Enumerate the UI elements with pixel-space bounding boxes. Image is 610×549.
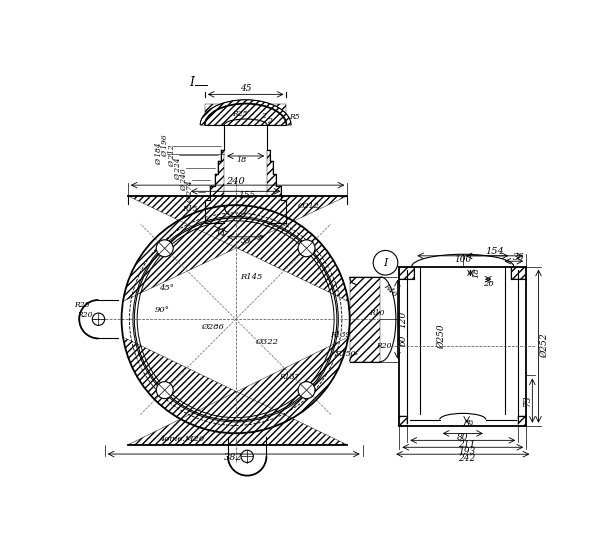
Text: 155: 155 bbox=[239, 191, 256, 200]
Text: 45°: 45° bbox=[159, 284, 174, 293]
Text: 193: 193 bbox=[458, 447, 475, 456]
Text: 120: 120 bbox=[398, 311, 407, 328]
Text: Ø 240: Ø 240 bbox=[180, 169, 188, 191]
Text: R139: R139 bbox=[330, 330, 350, 339]
Text: 100: 100 bbox=[454, 255, 472, 264]
Text: Ø 274: Ø 274 bbox=[186, 181, 194, 204]
Text: Ø286: Ø286 bbox=[201, 323, 224, 331]
Text: R137: R137 bbox=[279, 373, 300, 381]
Polygon shape bbox=[267, 150, 287, 223]
Text: I: I bbox=[383, 257, 388, 268]
Text: 18: 18 bbox=[237, 156, 247, 164]
Text: 4отв.M20: 4отв.M20 bbox=[159, 435, 204, 442]
Circle shape bbox=[92, 313, 105, 326]
Text: R40: R40 bbox=[381, 282, 398, 298]
Text: 45: 45 bbox=[240, 85, 251, 93]
Polygon shape bbox=[400, 417, 407, 425]
Polygon shape bbox=[518, 417, 526, 425]
Text: Ø 184: Ø 184 bbox=[156, 142, 163, 165]
Text: 20: 20 bbox=[483, 280, 493, 288]
Text: R5: R5 bbox=[289, 114, 300, 121]
Text: 60: 60 bbox=[398, 335, 407, 346]
Text: 154: 154 bbox=[485, 248, 504, 256]
Polygon shape bbox=[123, 337, 348, 445]
Text: R25: R25 bbox=[232, 110, 247, 117]
Text: I: I bbox=[189, 76, 194, 88]
Text: 90°: 90° bbox=[155, 306, 170, 314]
Text: R15: R15 bbox=[182, 205, 197, 213]
Circle shape bbox=[156, 240, 173, 257]
Polygon shape bbox=[205, 104, 287, 125]
Circle shape bbox=[298, 240, 315, 257]
Text: 211: 211 bbox=[458, 440, 475, 449]
Text: 8: 8 bbox=[468, 418, 476, 424]
Text: Ø 224: Ø 224 bbox=[174, 157, 182, 180]
Polygon shape bbox=[400, 267, 414, 279]
Text: Ø 196: Ø 196 bbox=[162, 135, 170, 157]
Text: R20: R20 bbox=[77, 311, 92, 320]
Text: Ø322: Ø322 bbox=[255, 338, 278, 346]
Text: 18: 18 bbox=[473, 267, 481, 278]
Polygon shape bbox=[350, 277, 381, 362]
Text: Ø252: Ø252 bbox=[540, 334, 549, 358]
Circle shape bbox=[298, 382, 315, 399]
Text: Ø250: Ø250 bbox=[437, 324, 446, 349]
Text: R10: R10 bbox=[369, 309, 384, 317]
Text: R20: R20 bbox=[376, 342, 392, 350]
Text: 2: 2 bbox=[261, 112, 266, 120]
Text: 73: 73 bbox=[523, 395, 533, 406]
Text: 242: 242 bbox=[458, 453, 475, 463]
Polygon shape bbox=[511, 267, 526, 279]
Text: 14: 14 bbox=[216, 229, 226, 238]
Polygon shape bbox=[205, 150, 224, 223]
Text: 80: 80 bbox=[457, 433, 468, 442]
Text: Ø 212: Ø 212 bbox=[168, 144, 176, 166]
Text: R25: R25 bbox=[74, 301, 89, 309]
Text: R150: R150 bbox=[336, 350, 356, 358]
Text: Ø212: Ø212 bbox=[297, 202, 319, 210]
Polygon shape bbox=[200, 100, 291, 125]
Text: R145: R145 bbox=[240, 273, 262, 281]
Text: 2: 2 bbox=[267, 116, 272, 125]
Text: 240: 240 bbox=[226, 177, 245, 186]
Circle shape bbox=[241, 450, 253, 462]
Circle shape bbox=[156, 382, 173, 399]
Polygon shape bbox=[123, 196, 348, 301]
Text: 382: 382 bbox=[224, 453, 243, 462]
Text: 39: 39 bbox=[240, 237, 251, 245]
Text: 36: 36 bbox=[513, 253, 524, 262]
